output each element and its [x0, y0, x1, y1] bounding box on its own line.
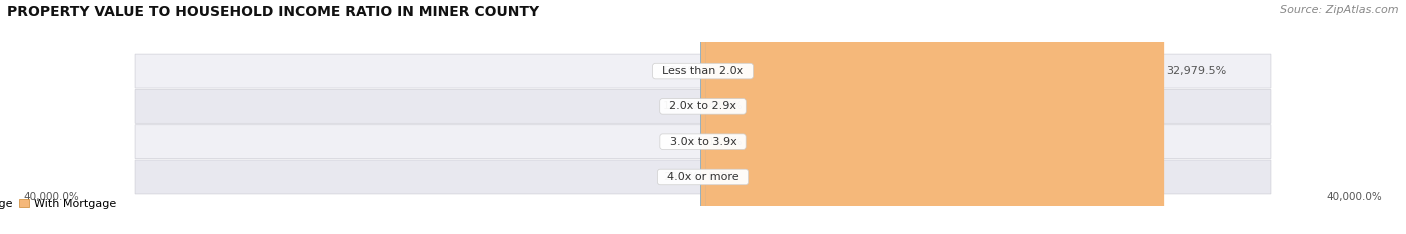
Text: 48.6%: 48.6% [707, 101, 744, 111]
Text: 8.7%: 8.7% [707, 172, 735, 182]
Text: Less than 2.0x: Less than 2.0x [655, 66, 751, 76]
Text: 7.0%: 7.0% [671, 137, 699, 147]
Text: 3.0x to 3.9x: 3.0x to 3.9x [662, 137, 744, 147]
Text: 53.6%: 53.6% [662, 66, 697, 76]
Text: 40,000.0%: 40,000.0% [1326, 192, 1382, 202]
FancyBboxPatch shape [135, 54, 1271, 88]
FancyBboxPatch shape [702, 0, 706, 234]
FancyBboxPatch shape [700, 0, 704, 234]
FancyBboxPatch shape [135, 160, 1271, 194]
Text: 32,979.5%: 32,979.5% [1166, 66, 1226, 76]
Text: 20.8%: 20.8% [664, 172, 699, 182]
Text: Source: ZipAtlas.com: Source: ZipAtlas.com [1281, 5, 1399, 15]
Text: 40,000.0%: 40,000.0% [24, 192, 80, 202]
FancyBboxPatch shape [700, 0, 704, 234]
Legend: Without Mortgage, With Mortgage: Without Mortgage, With Mortgage [0, 199, 117, 208]
Text: 2.0x to 2.9x: 2.0x to 2.9x [662, 101, 744, 111]
FancyBboxPatch shape [702, 0, 706, 234]
FancyBboxPatch shape [700, 0, 704, 234]
Text: 4.0x or more: 4.0x or more [661, 172, 745, 182]
FancyBboxPatch shape [702, 0, 1164, 234]
FancyBboxPatch shape [135, 125, 1271, 159]
Text: 16.2%: 16.2% [707, 137, 742, 147]
FancyBboxPatch shape [700, 0, 704, 234]
FancyBboxPatch shape [702, 0, 706, 234]
Text: PROPERTY VALUE TO HOUSEHOLD INCOME RATIO IN MINER COUNTY: PROPERTY VALUE TO HOUSEHOLD INCOME RATIO… [7, 5, 538, 19]
FancyBboxPatch shape [135, 89, 1271, 123]
Text: 14.6%: 14.6% [664, 101, 699, 111]
